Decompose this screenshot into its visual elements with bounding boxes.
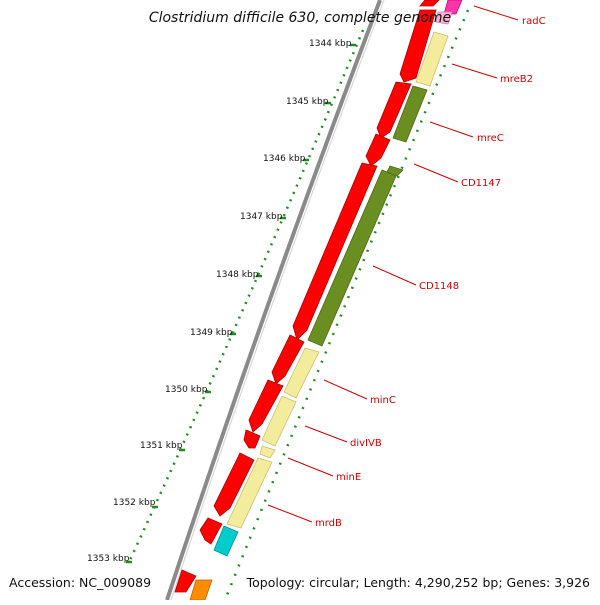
- tick-label-1346: 1346 kbp: [263, 154, 306, 164]
- kbp-labels: 1344 kbp 1345 kbp 1346 kbp 1347 kbp 1348…: [87, 39, 352, 564]
- gene-divIVB-block: [261, 395, 297, 447]
- gene-mreC-block: [392, 85, 428, 143]
- gene-label-mrdB: mrdB: [315, 518, 342, 529]
- reverse-strand-genes: [189, 0, 463, 601]
- outer-tick-dots: [128, 29, 365, 561]
- tick-label-1352: 1352 kbp: [113, 498, 156, 508]
- genome-backbone-highlight: [170, 0, 385, 601]
- tick-label-1349: 1349 kbp: [190, 328, 233, 338]
- forward-strand-genes: [174, 0, 440, 593]
- gene-mrdB-block: [226, 457, 273, 529]
- genome-backbone: [165, 0, 382, 601]
- tick-label-1350: 1350 kbp: [165, 385, 208, 395]
- tick-label-1347: 1347 kbp: [240, 212, 283, 222]
- gene-label-divIVB: divIVB: [350, 438, 382, 449]
- cds-forward-2: [399, 9, 437, 83]
- cds-forward-1: [419, 0, 440, 7]
- gene-label-mreB2: mreB2: [500, 74, 533, 85]
- gene-label-CD1148: CD1148: [419, 281, 459, 292]
- gene-cyan-block: [213, 525, 239, 557]
- gene-minC-block: [283, 347, 320, 399]
- tick-label-1348: 1348 kbp: [216, 270, 259, 280]
- cds-forward-7: [248, 379, 284, 433]
- gene-radC-block: [443, 0, 463, 15]
- tick-label-1344: 1344 kbp: [309, 39, 352, 49]
- gene-label-minC: minC: [370, 395, 396, 406]
- gene-label-radC: radC: [522, 16, 546, 27]
- gene-labels: radC mreB2 mreC CD1147 CD1148 minC divIV…: [315, 16, 546, 529]
- gene-pink-small: [435, 11, 453, 25]
- cds-forward-4: [365, 133, 391, 167]
- tick-label-1351: 1351 kbp: [140, 441, 183, 451]
- gene-orange-block: [189, 579, 213, 601]
- gene-CD1148-block: [307, 169, 397, 347]
- gene-label-minE: minE: [336, 472, 361, 483]
- topology-text: Topology: circular; Length: 4,290,252 bp…: [246, 575, 590, 590]
- gene-mreB2-block: [415, 31, 449, 87]
- major-ticks: [126, 43, 356, 564]
- cds-forward-11: [174, 569, 197, 593]
- cds-forward-10: [199, 517, 223, 545]
- cds-forward-9: [213, 452, 255, 517]
- cds-forward-8: [243, 429, 261, 449]
- cds-forward-6: [271, 334, 305, 385]
- cds-forward-5: [292, 162, 378, 341]
- tick-label-1353: 1353 kbp: [87, 554, 130, 564]
- gene-label-mreC: mreC: [477, 133, 504, 144]
- accession-text: Accession: NC_009089: [9, 575, 152, 590]
- genome-title: Clostridium difficile 630, complete geno…: [148, 10, 452, 26]
- gene-label-CD1147: CD1147: [461, 178, 501, 189]
- tick-label-1345: 1345 kbp: [286, 97, 329, 107]
- label-leader-lines: [267, 5, 519, 523]
- gene-minE-block: [259, 445, 276, 459]
- cds-forward-3: [376, 81, 412, 139]
